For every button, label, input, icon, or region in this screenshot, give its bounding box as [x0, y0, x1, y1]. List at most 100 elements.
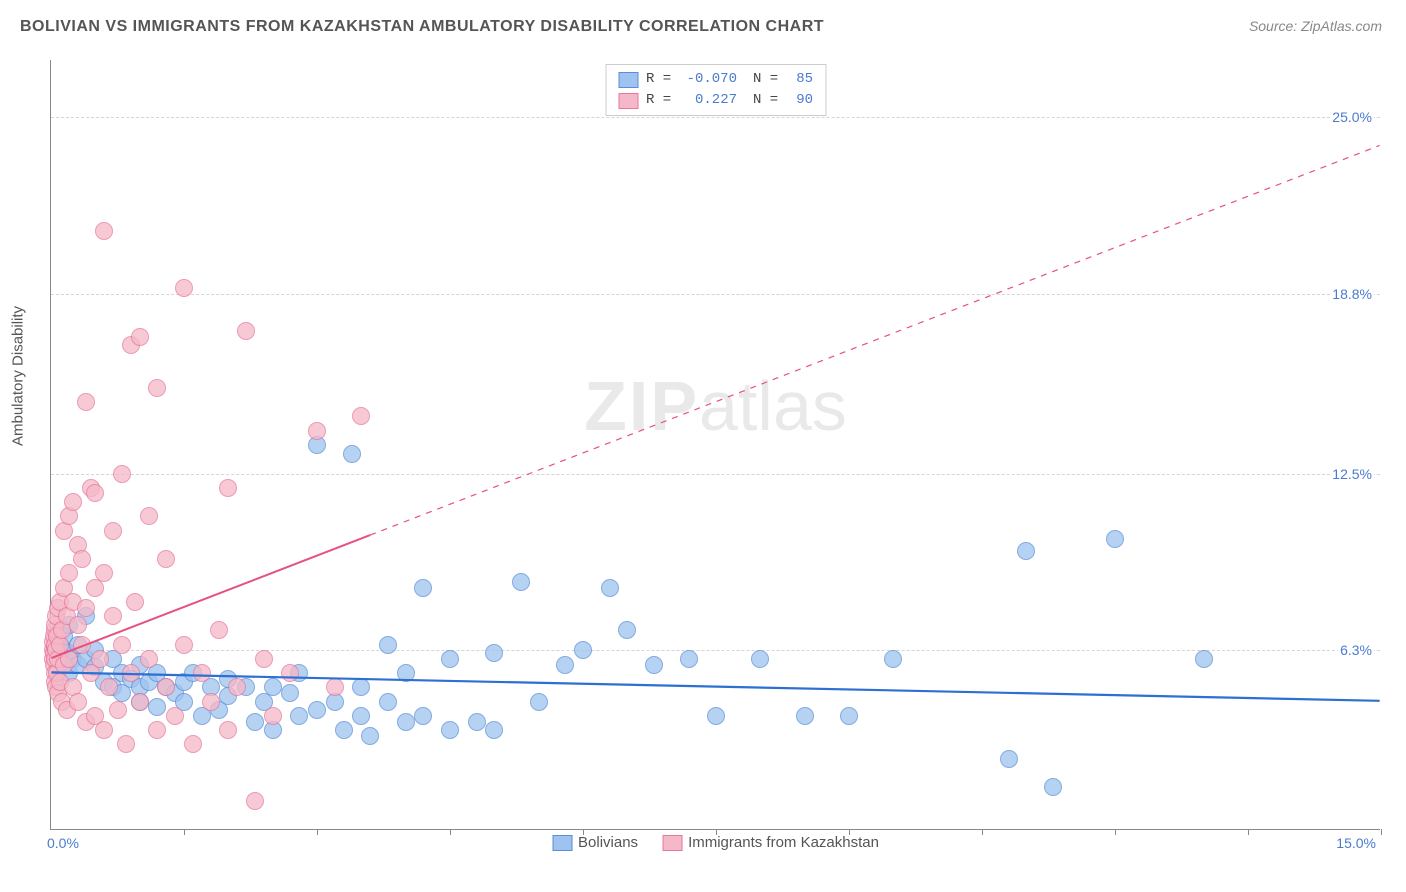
source-label: Source: — [1249, 18, 1301, 34]
data-point — [530, 693, 548, 711]
data-point — [1044, 778, 1062, 796]
legend-swatch-bottom-2 — [662, 835, 682, 851]
data-point — [140, 507, 158, 525]
data-point — [397, 664, 415, 682]
x-tick — [184, 829, 185, 835]
data-point — [601, 579, 619, 597]
data-point — [60, 650, 78, 668]
data-point — [343, 445, 361, 463]
legend-r-label: R = — [646, 69, 674, 90]
data-point — [237, 322, 255, 340]
data-point — [184, 735, 202, 753]
legend-swatch-series2 — [618, 93, 638, 109]
data-point — [126, 593, 144, 611]
data-point — [264, 707, 282, 725]
data-point — [73, 550, 91, 568]
data-point — [352, 407, 370, 425]
y-tick-label: 25.0% — [1330, 109, 1374, 125]
data-point — [379, 636, 397, 654]
data-point — [264, 678, 282, 696]
data-point — [352, 678, 370, 696]
legend-n-value-1: 85 — [789, 69, 813, 90]
data-point — [69, 693, 87, 711]
gridline-h — [51, 650, 1380, 651]
x-tick — [849, 829, 850, 835]
data-point — [281, 684, 299, 702]
data-point — [326, 678, 344, 696]
watermark-rest: atlas — [699, 367, 847, 445]
gridline-h — [51, 474, 1380, 475]
data-point — [64, 493, 82, 511]
data-point — [95, 222, 113, 240]
legend-swatch-series1 — [618, 72, 638, 88]
x-tick — [982, 829, 983, 835]
data-point — [1000, 750, 1018, 768]
y-axis-title: Ambulatory Disability — [10, 306, 27, 446]
legend-r-label: R = — [646, 90, 674, 111]
data-point — [122, 664, 140, 682]
data-point — [100, 678, 118, 696]
data-point — [414, 579, 432, 597]
legend-row-series2: R = 0.227 N = 90 — [618, 90, 813, 111]
chart-title: BOLIVIAN VS IMMIGRANTS FROM KAZAKHSTAN A… — [20, 18, 824, 36]
data-point — [796, 707, 814, 725]
x-tick — [716, 829, 717, 835]
data-point — [441, 721, 459, 739]
data-point — [361, 727, 379, 745]
data-point — [219, 721, 237, 739]
data-point — [202, 693, 220, 711]
legend-n-value-2: 90 — [789, 90, 813, 111]
data-point — [556, 656, 574, 674]
data-point — [117, 735, 135, 753]
x-tick — [1115, 829, 1116, 835]
data-point — [109, 701, 127, 719]
data-point — [751, 650, 769, 668]
data-point — [219, 479, 237, 497]
data-point — [707, 707, 725, 725]
legend-n-label: N = — [753, 90, 781, 111]
legend-item-series2: Immigrants from Kazakhstan — [662, 834, 879, 851]
x-tick — [450, 829, 451, 835]
y-tick-label: 12.5% — [1330, 466, 1374, 482]
data-point — [104, 607, 122, 625]
data-point — [166, 707, 184, 725]
data-point — [441, 650, 459, 668]
data-point — [148, 379, 166, 397]
data-point — [281, 664, 299, 682]
correlation-legend: R = -0.070 N = 85 R = 0.227 N = 90 — [605, 64, 826, 116]
series-legend: Bolivians Immigrants from Kazakhstan — [552, 834, 879, 851]
data-point — [148, 721, 166, 739]
data-point — [468, 713, 486, 731]
data-point — [131, 328, 149, 346]
data-point — [77, 393, 95, 411]
legend-item-series1: Bolivians — [552, 834, 638, 851]
data-point — [1106, 530, 1124, 548]
data-point — [1195, 650, 1213, 668]
legend-label-series2: Immigrants from Kazakhstan — [688, 834, 879, 851]
data-point — [104, 522, 122, 540]
gridline-h — [51, 117, 1380, 118]
data-point — [157, 678, 175, 696]
data-point — [840, 707, 858, 725]
data-point — [193, 664, 211, 682]
data-point — [290, 707, 308, 725]
legend-n-label: N = — [753, 69, 781, 90]
legend-r-value-1: -0.070 — [682, 69, 737, 90]
data-point — [86, 484, 104, 502]
source-name: ZipAtlas.com — [1301, 18, 1382, 34]
data-point — [148, 698, 166, 716]
data-point — [175, 636, 193, 654]
data-point — [246, 792, 264, 810]
data-point — [512, 573, 530, 591]
data-point — [397, 713, 415, 731]
data-point — [73, 636, 91, 654]
data-point — [414, 707, 432, 725]
y-tick-label: 6.3% — [1338, 642, 1374, 658]
data-point — [485, 644, 503, 662]
data-point — [113, 465, 131, 483]
watermark-bold: ZIP — [584, 367, 699, 445]
gridline-h — [51, 294, 1380, 295]
data-point — [618, 621, 636, 639]
data-point — [157, 550, 175, 568]
data-point — [140, 650, 158, 668]
